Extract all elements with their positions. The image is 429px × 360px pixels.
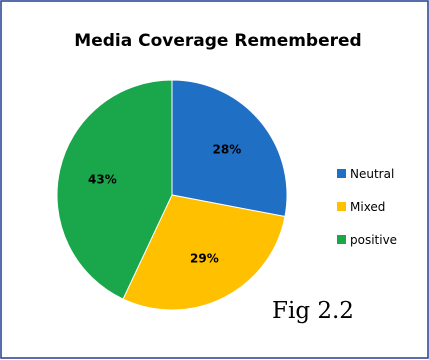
figure-caption: Fig 2.2 — [272, 298, 354, 324]
data-label-positive: 43% — [88, 172, 117, 186]
legend-swatch-mixed — [337, 202, 346, 211]
legend-swatch-neutral — [337, 169, 346, 178]
pie-data-labels: 28% 29% 43% — [88, 143, 241, 266]
legend: Neutral Mixed positive — [337, 167, 397, 247]
data-label-neutral: 28% — [213, 143, 242, 157]
pie-slice-neutral — [171, 79, 288, 218]
pie-slice-positive — [56, 79, 173, 300]
legend-label-positive: positive — [350, 233, 397, 247]
chart-title: Media Coverage Remembered — [74, 31, 361, 51]
legend-label-mixed: Mixed — [350, 200, 385, 214]
pie-chart — [56, 79, 288, 311]
legend-swatch-positive — [337, 235, 346, 244]
data-label-mixed: 29% — [190, 252, 219, 266]
pie-slice-mixed — [122, 194, 286, 311]
legend-label-neutral: Neutral — [350, 167, 394, 181]
